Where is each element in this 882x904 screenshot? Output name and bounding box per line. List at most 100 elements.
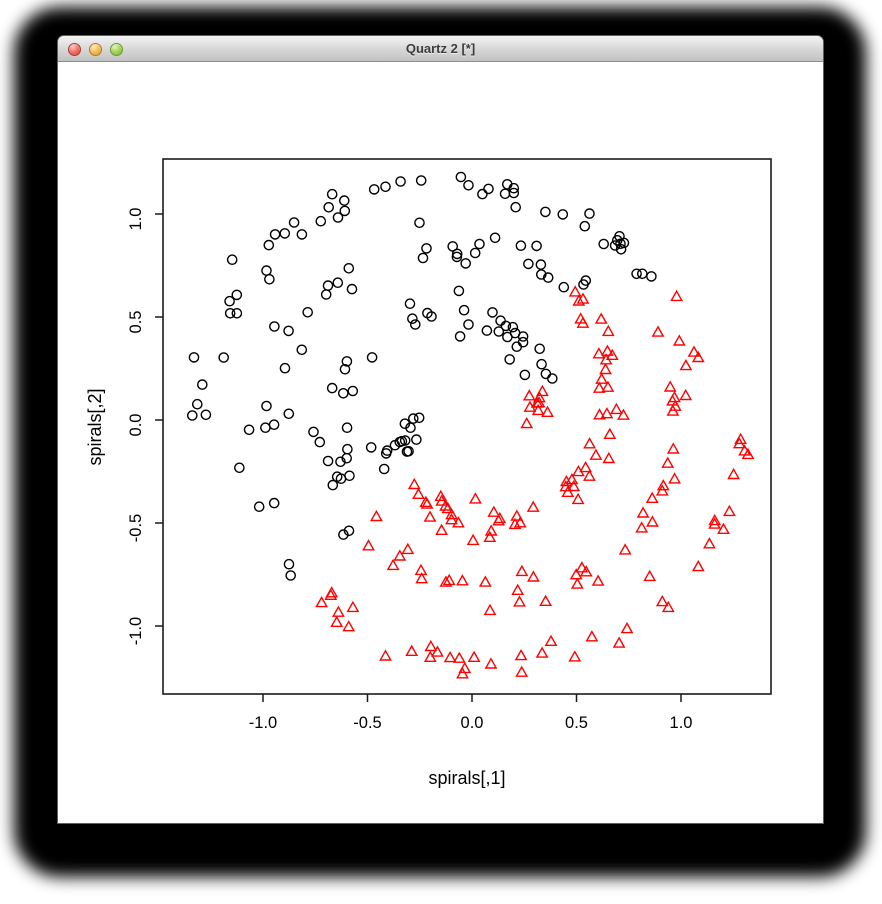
point-triangle bbox=[362, 539, 375, 551]
point-triangle bbox=[484, 657, 498, 669]
point-triangle bbox=[434, 489, 448, 502]
point-circle bbox=[519, 369, 531, 381]
point-circle bbox=[413, 412, 425, 424]
point-circle bbox=[646, 271, 657, 282]
point-circle bbox=[342, 443, 353, 455]
tick-label: -0.5 bbox=[127, 514, 145, 542]
point-triangle bbox=[423, 650, 437, 662]
point-triangle bbox=[636, 506, 650, 518]
point-triangle bbox=[672, 334, 686, 346]
point-circle bbox=[332, 277, 344, 288]
point-triangle bbox=[493, 511, 507, 524]
point-circle bbox=[458, 304, 470, 316]
point-circle bbox=[535, 269, 547, 280]
point-circle bbox=[338, 195, 350, 206]
point-triangle bbox=[708, 513, 722, 526]
point-triangle bbox=[370, 509, 383, 522]
point-circle bbox=[338, 529, 349, 540]
point-circle bbox=[322, 280, 334, 291]
point-triangle bbox=[593, 408, 606, 420]
point-triangle bbox=[679, 358, 693, 371]
point-triangle bbox=[723, 504, 736, 517]
point-triangle bbox=[523, 400, 537, 412]
tick-label: -1.0 bbox=[249, 714, 277, 732]
point-circle bbox=[426, 311, 437, 322]
point-circle bbox=[332, 212, 344, 223]
point-circle bbox=[186, 410, 198, 421]
titlebar[interactable]: Quartz 2 [*] bbox=[58, 36, 823, 62]
point-triangle bbox=[691, 350, 705, 363]
point-triangle bbox=[589, 448, 603, 460]
point-triangle bbox=[346, 600, 360, 613]
point-circle bbox=[618, 237, 630, 249]
point-triangle bbox=[645, 491, 659, 503]
point-circle bbox=[308, 426, 319, 438]
point-triangle bbox=[539, 594, 552, 606]
point-circle bbox=[474, 238, 485, 250]
point-triangle bbox=[595, 372, 608, 384]
point-triangle bbox=[601, 344, 614, 356]
point-circle bbox=[268, 419, 280, 431]
point-circle bbox=[404, 298, 416, 309]
point-triangle bbox=[515, 665, 529, 677]
point-triangle bbox=[717, 522, 730, 534]
point-triangle bbox=[575, 561, 589, 573]
point-circle bbox=[421, 243, 432, 254]
point-circle bbox=[463, 319, 474, 330]
y-axis-label: spirals[,2] bbox=[85, 388, 105, 465]
point-triangle bbox=[478, 575, 492, 587]
point-circle bbox=[188, 352, 200, 363]
point-triangle bbox=[544, 634, 558, 646]
point-triangle bbox=[526, 500, 540, 512]
point-circle bbox=[224, 295, 235, 307]
point-circle bbox=[460, 258, 472, 269]
point-circle bbox=[200, 409, 212, 421]
point-circle bbox=[339, 205, 351, 217]
point-circle bbox=[196, 379, 208, 390]
close-button[interactable] bbox=[68, 42, 81, 56]
point-triangle bbox=[439, 575, 453, 587]
point-triangle bbox=[579, 565, 593, 577]
point-circle bbox=[579, 220, 591, 232]
point-circle bbox=[344, 470, 355, 482]
point-triangle bbox=[435, 494, 449, 506]
point-circle bbox=[326, 188, 338, 200]
minimize-button[interactable] bbox=[89, 42, 102, 56]
x-axis-label: spirals[,1] bbox=[428, 768, 505, 788]
point-circle bbox=[380, 448, 392, 459]
point-circle bbox=[407, 313, 418, 325]
point-triangle bbox=[668, 472, 681, 484]
point-circle bbox=[315, 215, 327, 227]
point-triangle bbox=[583, 469, 596, 481]
point-triangle bbox=[601, 380, 615, 392]
point-triangle bbox=[635, 521, 649, 533]
point-circle bbox=[339, 363, 351, 375]
point-circle bbox=[365, 442, 377, 453]
point-circle bbox=[261, 400, 272, 412]
point-triangle bbox=[535, 646, 549, 658]
tick-label: -0.5 bbox=[353, 714, 381, 732]
point-triangle bbox=[618, 543, 632, 555]
point-circle bbox=[380, 181, 391, 193]
point-triangle bbox=[661, 600, 675, 613]
point-triangle bbox=[679, 388, 693, 401]
tick-label: 1.0 bbox=[670, 714, 693, 732]
point-circle bbox=[493, 326, 505, 337]
point-triangle bbox=[610, 402, 623, 415]
point-circle bbox=[218, 352, 229, 363]
point-triangle bbox=[487, 505, 501, 517]
point-triangle bbox=[330, 615, 344, 627]
point-circle bbox=[477, 188, 488, 200]
point-circle bbox=[285, 570, 296, 581]
traffic-lights bbox=[68, 36, 123, 62]
point-triangle bbox=[424, 639, 438, 652]
point-circle bbox=[534, 343, 546, 355]
zoom-button[interactable] bbox=[110, 42, 123, 56]
point-triangle bbox=[412, 487, 425, 499]
point-circle bbox=[283, 325, 294, 337]
point-circle bbox=[347, 385, 359, 397]
point-circle bbox=[546, 373, 558, 384]
point-circle bbox=[535, 259, 547, 270]
point-triangle bbox=[443, 650, 457, 663]
point-circle bbox=[269, 229, 281, 240]
